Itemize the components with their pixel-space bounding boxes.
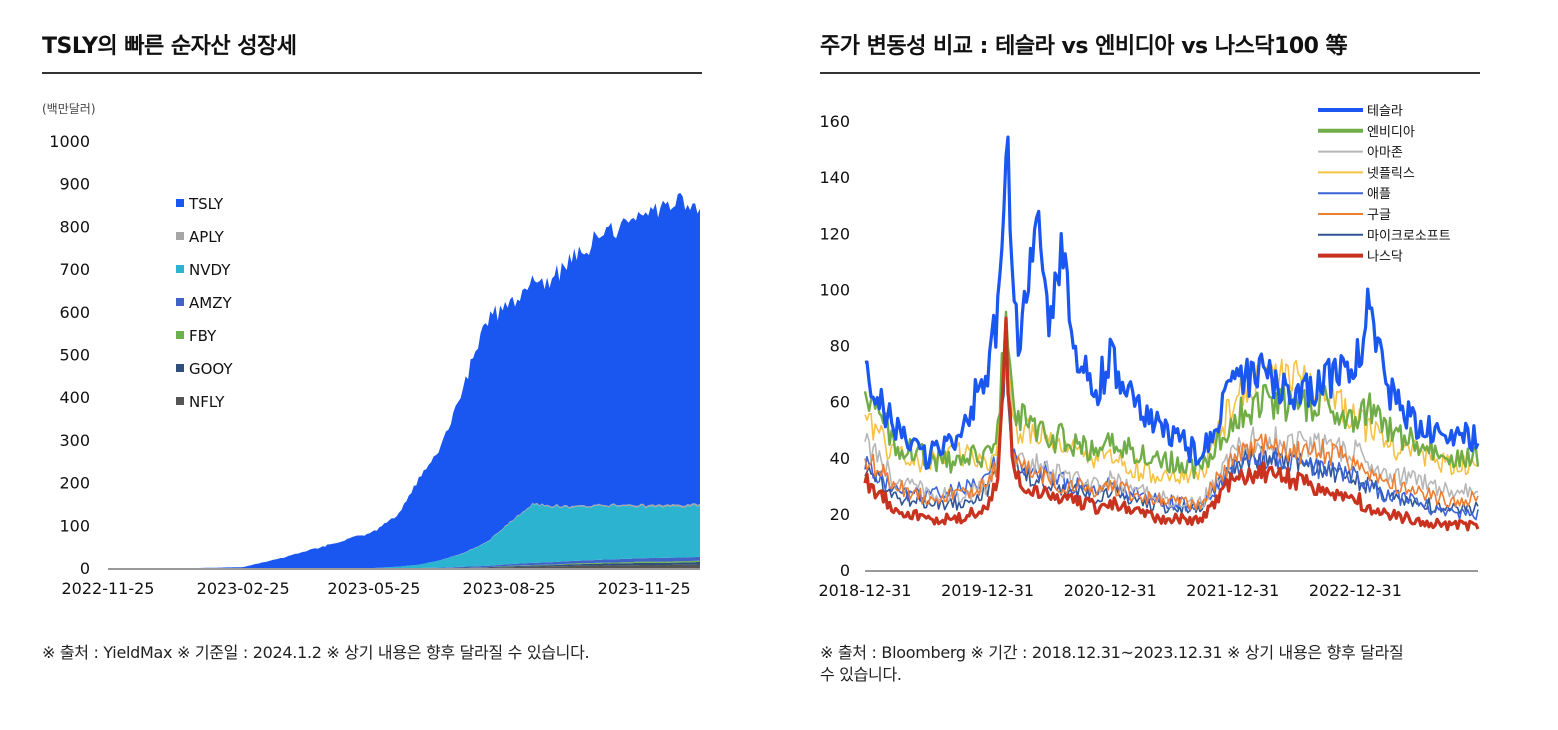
x-tick-label: 2023-11-25 (598, 579, 691, 598)
y-tick-label: 160 (819, 112, 850, 131)
x-tick-label: 2023-08-25 (463, 579, 556, 598)
y-tick-label: 800 (59, 217, 90, 236)
legend-label-google: 구글 (1367, 208, 1391, 223)
x-tick-label: 2021-12-31 (1186, 581, 1279, 600)
legend-label-amazon: 아마존 (1367, 146, 1403, 161)
left-title-divider (42, 72, 702, 74)
line-series-nasdaq (863, 316, 1480, 532)
legend-label-nasdaq: 나스닥 (1367, 250, 1403, 265)
right-source-note: ※ 출처 : Bloomberg ※ 기간 : 2018.12.31~2023.… (820, 642, 1404, 686)
line-series-netflix (864, 331, 1479, 485)
y-tick-label: 100 (59, 516, 90, 535)
legend-label-gooy: GOOY (189, 360, 233, 378)
legend-label-microsoft: 마이크로소프트 (1367, 229, 1451, 244)
right-chart-panel: 주가 변동성 비교 : 테슬라 vs 엔비디아 vs 나스닥100 等 0 20 4… (780, 0, 1558, 730)
area-series-tsly (108, 193, 700, 568)
area-series-nfly (108, 564, 700, 568)
left-y-unit-label: (백만달러) (42, 102, 96, 116)
right-source-line-1: ※ 출처 : Bloomberg ※ 기간 : 2018.12.31~2023.… (820, 643, 1404, 662)
x-tick-label: 2018-12-31 (819, 581, 912, 600)
legend-swatch-nvdy (176, 265, 184, 273)
y-tick-label: 600 (59, 303, 90, 322)
line-series-tesla (864, 135, 1480, 470)
y-tick-label: 80 (830, 337, 850, 356)
x-tick-label: 2020-12-31 (1064, 581, 1157, 600)
area-series-amzy (108, 556, 700, 568)
left-chart-panel: TSLY의 빠른 순자산 성장세 (백만달러) 0 100 200 300 400 500… (0, 0, 760, 730)
y-tick-label: 400 (59, 388, 90, 407)
legend-swatch-fby (176, 331, 184, 339)
y-tick-label: 40 (830, 449, 850, 468)
legend-label-netflix: 넷플릭스 (1367, 166, 1415, 181)
left-chart-title: TSLY의 빠른 순자산 성장세 (42, 34, 297, 59)
y-tick-label: 120 (819, 224, 850, 243)
line-series-nvidia (863, 310, 1480, 480)
x-tick-label: 2023-05-25 (327, 579, 420, 598)
area-series-gooy (108, 561, 700, 568)
x-tick-label: 2022-12-31 (1309, 581, 1402, 600)
legend-swatch-nfly (176, 397, 184, 405)
right-source-line-2: 수 있습니다. (820, 665, 902, 684)
y-tick-label: 900 (59, 175, 90, 194)
left-source-note: ※ 출처 : YieldMax ※ 기준일 : 2024.1.2 ※ 상기 내용… (42, 643, 590, 662)
legend-label-aply: APLY (189, 228, 225, 246)
y-tick-label: 200 (59, 474, 90, 493)
legend-label-fby: FBY (189, 327, 217, 345)
y-tick-label: 100 (819, 280, 850, 299)
legend-label-amzy: AMZY (189, 294, 232, 312)
tsly-aum-area-chart: 0 100 200 300 400 500 600 700 800 900 1000 2022-11-… (49, 132, 700, 598)
area-series-nvdy (108, 503, 700, 568)
line-series-apple (864, 327, 1479, 521)
right-title-divider (820, 72, 1480, 74)
x-tick-label: 2022-11-25 (62, 579, 155, 598)
y-tick-label: 60 (830, 393, 850, 412)
right-chart-title: 주가 변동성 비교 : 테슬라 vs 엔비디아 vs 나스닥100 等 (820, 34, 1348, 59)
y-tick-label: 700 (59, 260, 90, 279)
legend-swatch-tsly (176, 199, 184, 207)
legend-label-nvidia: 엔비디아 (1367, 125, 1415, 140)
y-tick-label: 500 (59, 346, 90, 365)
y-tick-label: 0 (80, 559, 90, 578)
legend-label-apple: 애플 (1367, 187, 1391, 202)
legend-label-nfly: NFLY (189, 393, 225, 411)
legend-swatch-amzy (176, 298, 184, 306)
y-tick-label: 20 (830, 505, 850, 524)
line-series-google (864, 327, 1479, 511)
x-tick-label: 2023-02-25 (197, 579, 290, 598)
legend-swatch-aply (176, 232, 184, 240)
x-tick-label: 2019-12-31 (941, 581, 1034, 600)
y-tick-label: 140 (819, 168, 850, 187)
legend-label-nvdy: NVDY (189, 261, 231, 279)
y-tick-label: 300 (59, 431, 90, 450)
volatility-line-chart: 0 20 40 60 80 100 120 140 160 2018-12-31 2019-12-3… (819, 104, 1480, 600)
legend-swatch-gooy (176, 364, 184, 372)
y-tick-label: 0 (840, 561, 850, 580)
legend-label-tsly: TSLY (188, 195, 224, 213)
y-tick-label: 1000 (49, 132, 90, 151)
legend-label-tesla: 테슬라 (1367, 104, 1403, 119)
